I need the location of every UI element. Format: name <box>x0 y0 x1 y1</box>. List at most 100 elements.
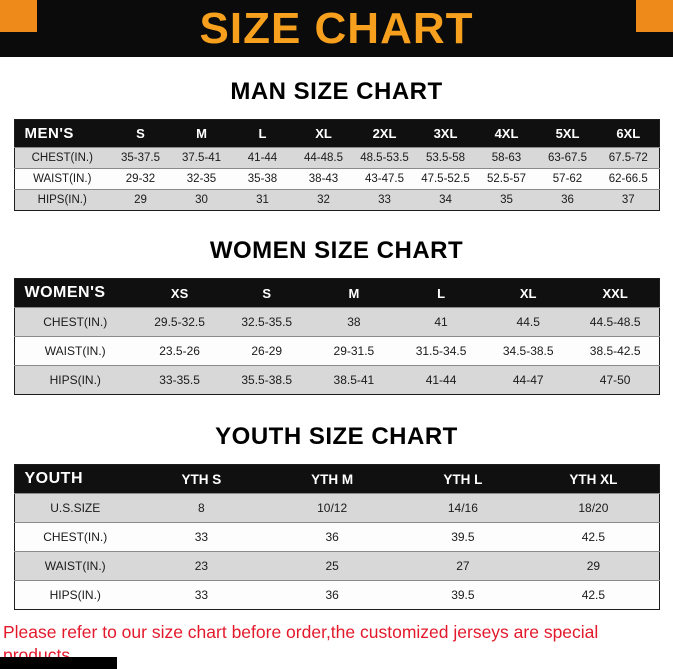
table-title-cell: YOUTH <box>24 470 83 487</box>
size-label-cell: L <box>437 285 446 301</box>
measure-value-cell: 42.5 <box>528 522 659 552</box>
size-label-cell: XS <box>170 285 189 301</box>
size-label-cell: S <box>262 285 272 301</box>
measure-value-cell: 58-63 <box>476 147 537 169</box>
measure-label-cell: CHEST(IN.) <box>14 147 110 169</box>
measure-value-cell: 39.5 <box>397 580 529 610</box>
measure-value-cell: 67.5-72 <box>598 147 659 169</box>
table-row: WAIST(IN.) 23 25 27 29 <box>14 551 659 581</box>
bottom-left-mark <box>0 657 117 669</box>
measure-label-cell: HIPS(IN.) <box>14 580 136 610</box>
size-table: YOUTH YTH S YTH M YTH L YTH XL U.S.SIZE 8 10/12… <box>13 464 660 610</box>
measure-value-cell: 44.5 <box>484 307 572 337</box>
measure-value-cell: 41-44 <box>397 365 485 395</box>
measure-value-cell: 36 <box>537 189 598 211</box>
table-header-row: MEN'S S M L XL 2XL 3XL 4XL 5XL 6XL <box>14 119 659 148</box>
measure-value-cell: 52.5-57 <box>476 168 537 190</box>
size-label-cell: M <box>196 126 207 141</box>
page-title: SIZE CHART <box>199 3 474 53</box>
measure-value-cell: 44-47 <box>484 365 572 395</box>
measure-value-cell: 29-31.5 <box>310 336 398 366</box>
measure-value-cell: 47-50 <box>571 365 659 395</box>
section-heading: YOUTH SIZE CHART <box>215 423 458 450</box>
table-row: CHEST(IN.) 33 36 39.5 42.5 <box>14 522 659 552</box>
measure-value-cell: 29.5-32.5 <box>136 307 224 337</box>
measure-value-cell: 38 <box>310 307 398 337</box>
measure-value-cell: 26-29 <box>223 336 311 366</box>
measure-value-cell: 23.5-26 <box>136 336 224 366</box>
measure-value-cell: 36 <box>266 580 398 610</box>
measure-value-cell: 29-32 <box>110 168 171 190</box>
table-row: CHEST(IN.) 35-37.5 37.5-41 41-44 44-48.5 48.5… <box>14 147 659 169</box>
size-label-cell: L <box>258 126 267 141</box>
measure-value-cell: 57-62 <box>537 168 598 190</box>
measure-label-cell: WAIST(IN.) <box>14 551 136 581</box>
measure-value-cell: 25 <box>266 551 398 581</box>
size-label-cell: XL <box>519 285 537 301</box>
measure-label-cell: U.S.SIZE <box>14 493 136 523</box>
measure-value-cell: 29 <box>110 189 171 211</box>
measure-value-cell: 29 <box>528 551 659 581</box>
corner-accent-right-icon <box>636 0 673 32</box>
measure-value-cell: 47.5-52.5 <box>415 168 476 190</box>
section-heading: WOMEN SIZE CHART <box>209 237 464 264</box>
table-row: CHEST(IN.) 29.5-32.5 32.5-35.5 38 41 44.5 44.5… <box>14 307 659 337</box>
measure-value-cell: 10/12 <box>266 493 398 523</box>
size-label-cell: XL <box>315 126 332 141</box>
size-label-cell: S <box>136 126 145 141</box>
measure-value-cell: 31 <box>232 189 293 211</box>
measure-value-cell: 44-48.5 <box>293 147 354 169</box>
measure-value-cell: 63-67.5 <box>537 147 598 169</box>
measure-value-cell: 36 <box>266 522 398 552</box>
size-label-cell: 5XL <box>555 126 580 141</box>
measure-value-cell: 33 <box>354 189 415 211</box>
measure-value-cell: 14/16 <box>397 493 529 523</box>
size-label-cell: YTH M <box>311 471 354 487</box>
table-header-row: WOMEN'S XS S M L XL XXL <box>14 278 659 308</box>
measure-value-cell: 33 <box>136 580 267 610</box>
measure-value-cell: 42.5 <box>528 580 659 610</box>
measure-value-cell: 30 <box>171 189 232 211</box>
measure-value-cell: 37.5-41 <box>171 147 232 169</box>
table-row: HIPS(IN.) 29 30 31 32 33 34 35 36 37 <box>14 189 659 211</box>
measure-value-cell: 35-38 <box>232 168 293 190</box>
table-title-cell: MEN'S <box>24 125 74 142</box>
measure-value-cell: 33-35.5 <box>136 365 224 395</box>
measure-value-cell: 34 <box>415 189 476 211</box>
measure-value-cell: 32.5-35.5 <box>223 307 311 337</box>
measure-value-cell: 35 <box>476 189 537 211</box>
corner-accent-left-icon <box>0 0 37 32</box>
measure-value-cell: 33 <box>136 522 267 552</box>
measure-label-cell: HIPS(IN.) <box>14 365 136 395</box>
measure-value-cell: 53.5-58 <box>415 147 476 169</box>
size-label-cell: YTH XL <box>569 471 618 487</box>
measure-value-cell: 8 <box>136 493 267 523</box>
table-header-row: YOUTH YTH S YTH M YTH L YTH XL <box>14 464 659 494</box>
size-label-cell: XXL <box>602 285 628 301</box>
measure-value-cell: 35.5-38.5 <box>223 365 311 395</box>
table-row: U.S.SIZE 8 10/12 14/16 18/20 <box>14 493 659 523</box>
measure-value-cell: 38.5-41 <box>310 365 398 395</box>
table-row: HIPS(IN.) 33-35.5 35.5-38.5 38.5-41 41-44 44-… <box>14 365 659 395</box>
size-label-cell: 2XL <box>372 126 397 141</box>
measure-value-cell: 34.5-38.5 <box>484 336 572 366</box>
measure-value-cell: 48.5-53.5 <box>354 147 415 169</box>
measure-value-cell: 38.5-42.5 <box>571 336 659 366</box>
measure-value-cell: 43-47.5 <box>354 168 415 190</box>
measure-value-cell: 27 <box>397 551 529 581</box>
size-label-cell: YTH L <box>443 471 483 487</box>
size-label-cell: 6XL <box>616 126 641 141</box>
measure-value-cell: 41-44 <box>232 147 293 169</box>
size-chart-section: YOUTH SIZE CHART YOUTH YTH S YTH M YTH L YTH … <box>0 423 673 610</box>
measure-label-cell: CHEST(IN.) <box>14 307 136 337</box>
table-title-cell: WOMEN'S <box>24 284 106 301</box>
measure-value-cell: 41 <box>397 307 485 337</box>
measure-label-cell: WAIST(IN.) <box>14 336 136 366</box>
table-row: HIPS(IN.) 33 36 39.5 42.5 <box>14 580 659 610</box>
measure-value-cell: 44.5-48.5 <box>571 307 659 337</box>
measure-value-cell: 18/20 <box>528 493 659 523</box>
measure-value-cell: 31.5-34.5 <box>397 336 485 366</box>
size-label-cell: 4XL <box>494 126 519 141</box>
measure-value-cell: 32-35 <box>171 168 232 190</box>
